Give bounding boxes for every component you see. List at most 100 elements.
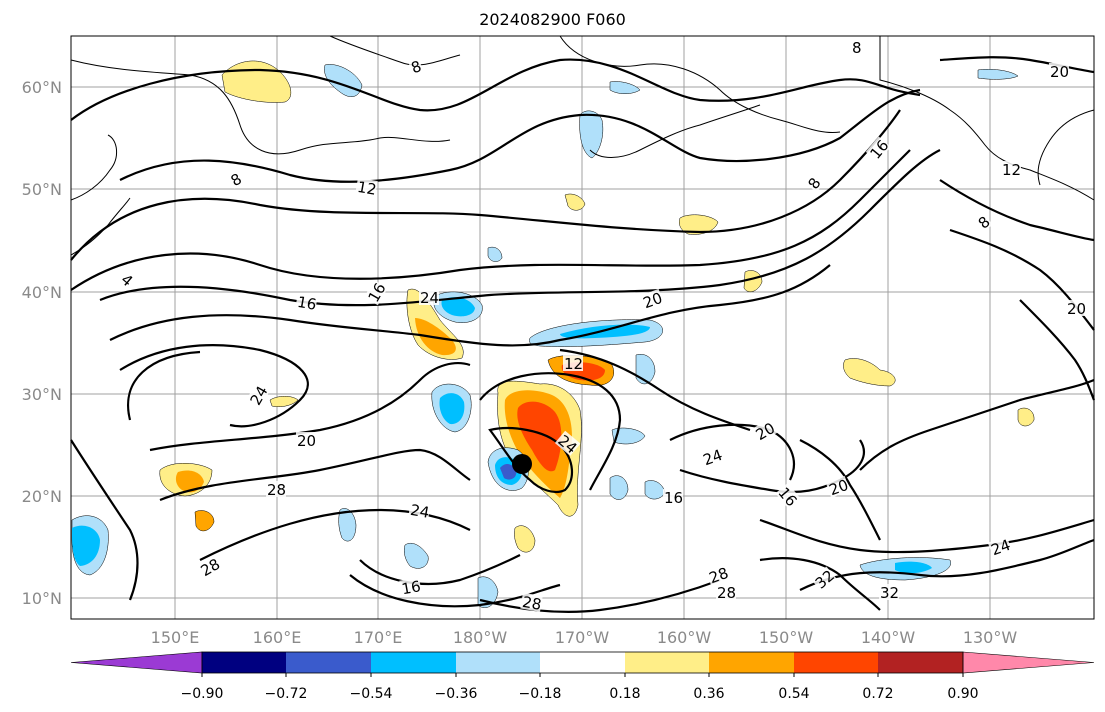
contour-label-background [663,489,683,505]
contour-label: 24 [409,501,431,522]
map-title: 2024082900 F060 [479,10,626,29]
contour-label: 12 [356,178,378,199]
contour-label: 20 [827,476,851,499]
contour-label: 8 [852,39,862,57]
colorbar-segment [456,652,540,673]
shade-negative-small-3 [611,427,646,445]
contour-label-background [803,174,824,193]
shade-negative-west-core [441,297,475,317]
colorbar-frame [201,651,964,674]
lat-label: 60°N [22,78,62,97]
shade-positive-far-west-core [175,470,204,493]
colorbar-tick-label: 0.90 [947,686,978,702]
contour-label-background [775,483,801,509]
contour-label-background [399,577,422,597]
colorbar-tick-label: −0.36 [435,686,478,702]
contour-label-background [266,481,286,497]
colorbar-tick-label: −0.72 [265,686,308,702]
contour-label: 16 [296,293,318,314]
colorbar-segment [202,652,286,673]
colorbar-segment [794,652,878,673]
contour-label: 20 [641,289,665,312]
lon-label: 160°E [253,628,302,647]
colorbar-tick-label: 0.18 [609,686,640,702]
shade-negative-central-core [500,464,517,480]
colorbar-tick-label: −0.18 [519,686,562,702]
contour-label-background [974,212,993,232]
contour-label-background [699,445,725,468]
contour-label-background [117,269,137,290]
contour-label-background [851,39,862,55]
lon-label: 160°W [657,628,712,647]
contour-label-background [563,355,583,371]
lat-label: 30°N [22,385,62,404]
contour-label-background [879,584,899,600]
colorbar-tick-label: 0.72 [862,686,893,702]
contour-label: 16 [400,577,422,598]
shade-positive-small-8 [514,525,536,553]
contour-label-background [226,169,245,189]
colorbar-segment [625,652,709,673]
contour-label: 20 [1050,63,1069,81]
shade-positive-small-3 [843,358,896,387]
longitude-labels: 150°E 160°E 170°E 180°W 170°W 160°W 150°… [151,628,1018,647]
contour-label-background [751,418,778,443]
colorbar-extend-high [962,651,1095,674]
contour-label-background [865,136,891,163]
contour-label-background [1049,63,1069,79]
lat-label: 50°N [22,180,62,199]
colorbar [70,651,1095,677]
colorbar-tick-label: 0.36 [693,686,724,702]
map-border [70,35,1095,620]
contour-label: 24 [701,446,725,469]
contour-label: 28 [267,481,286,499]
contour-label: 28 [707,564,731,587]
shade-negative-small-5 [403,542,429,569]
contour-label-background [296,432,316,448]
latitude-labels: 60°N 50°N 40°N 30°N 20°N 10°N [22,78,62,608]
lon-label: 150°E [151,628,200,647]
colorbar-tick-label: 0.54 [778,686,809,702]
contour-label: 20 [1067,300,1086,318]
contour-label-background [363,279,388,306]
lon-label: 180°W [453,628,508,647]
lat-label: 40°N [22,283,62,302]
contour-label-background [639,288,665,311]
contour-label-background [1001,161,1021,177]
lon-label: 150°W [759,628,814,647]
shade-positive-small-4 [1017,407,1035,427]
colorbar-segment [878,652,963,673]
contour-label-background [811,566,837,592]
colorbar-segment [371,652,456,673]
shade-negative-small-8 [635,354,656,385]
shade-positive-small-2 [743,270,763,293]
contour-label-background [716,584,736,600]
colorbar-tick-labels: −0.90 −0.72 −0.54 −0.36 −0.18 0.18 0.36 … [181,686,979,702]
contour-label: 16 [664,489,683,507]
shade-positive-small-7 [194,510,215,532]
contour-lines [70,56,1096,614]
colorbar-segment [540,652,625,673]
contour-label-background [355,177,378,197]
colorbar-tick-label: −0.54 [350,686,393,702]
contour-label: 20 [297,432,316,450]
contour-label-background [245,382,270,409]
coastlines [70,35,1095,256]
colorbar-segment [286,652,371,673]
storm-center-marker [512,454,532,474]
graticule [71,36,1094,619]
contour-label-background [407,56,424,76]
contour-label: 24 [420,289,439,307]
contour-label: 28 [521,593,543,614]
contour-label: 24 [989,536,1013,559]
contour-label-background [705,563,731,586]
shade-negative-small-4-core [895,561,932,574]
contour-label-background [987,535,1013,558]
shade-positive-small-6 [269,396,299,407]
shade-positive-small-5 [564,193,586,211]
shade-negative-mid-core [439,393,465,425]
lon-label: 140°W [861,628,916,647]
contour-label: 12 [564,355,583,373]
